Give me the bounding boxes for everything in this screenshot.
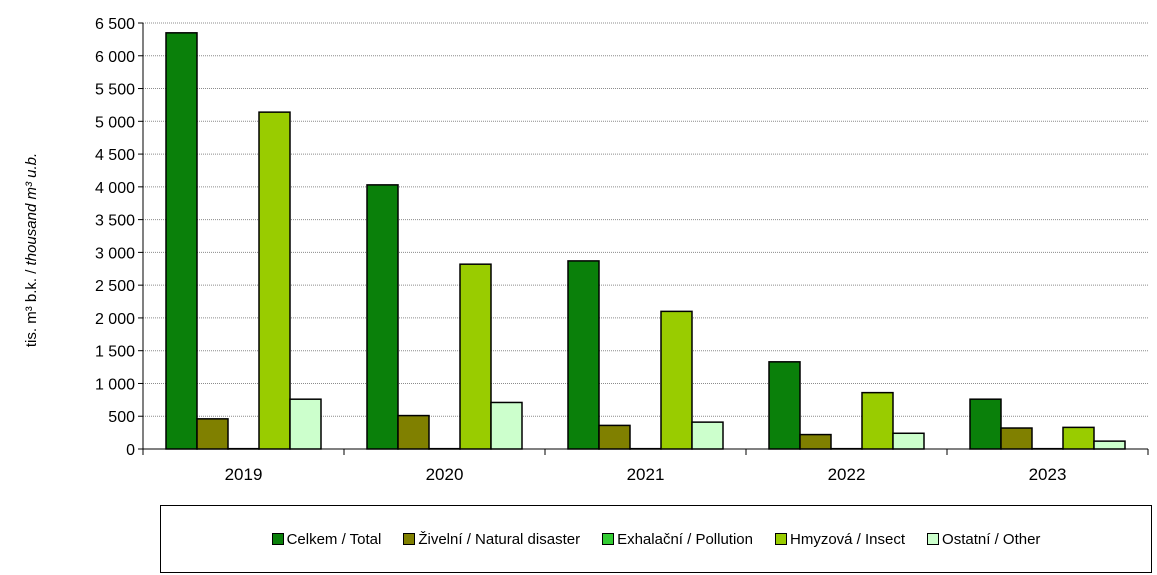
y-axis-label: tis. m³ b.k. / thousand m³ u.b. — [23, 153, 40, 347]
bar — [660, 310, 693, 450]
legend: Celkem / Total Živelní / Natural disaster… — [160, 505, 1152, 573]
legend-swatch — [602, 533, 615, 545]
x-tick-label: 2020 — [426, 465, 464, 484]
legend-label: Exhalační / Pollution — [617, 530, 753, 548]
bar — [598, 424, 631, 450]
bar — [459, 263, 492, 450]
x-tick-label: 2022 — [828, 465, 866, 484]
bar — [196, 418, 229, 450]
legend-swatch — [927, 533, 940, 545]
axes — [138, 22, 1149, 455]
bar — [969, 398, 1002, 450]
bar — [1093, 440, 1126, 450]
bar — [289, 398, 322, 450]
legend-item: Hmyzová / Insect — [775, 531, 905, 548]
bar — [490, 401, 523, 450]
legend-swatch — [271, 533, 284, 545]
bar — [1062, 426, 1095, 450]
legend-swatch — [775, 533, 787, 545]
legend-label: Ostatní / Other — [942, 530, 1041, 548]
legend-label: Celkem / Total — [286, 530, 382, 548]
legend-label: Hmyzová / Insect — [790, 530, 906, 548]
legend-item: Celkem / Total — [271, 530, 382, 548]
x-tick-label: 2021 — [627, 465, 665, 484]
bar — [258, 111, 291, 450]
bar — [397, 414, 430, 450]
bars — [165, 32, 1126, 450]
x-tick-labels: 2019 2020 2021 2022 2023 — [225, 465, 1067, 484]
bar — [861, 391, 894, 450]
y-tick-label: 3 500 — [95, 213, 135, 230]
y-tick-label: 3 000 — [95, 245, 135, 262]
x-tick-label: 2023 — [1029, 465, 1067, 484]
bar — [892, 432, 925, 450]
y-tick-label: 5 000 — [95, 114, 135, 131]
bar-chart: 0 500 1 000 1 500 2 000 2 500 3 000 3 500 4 000 4… — [23, 16, 1149, 484]
bar — [799, 433, 832, 450]
legend-swatch — [403, 533, 416, 545]
y-tick-label: 2 500 — [95, 278, 135, 295]
y-tick-label: 5 500 — [95, 82, 135, 99]
legend-item: Živelní / Natural disaster — [403, 531, 580, 548]
y-tick-label: 4 000 — [95, 180, 135, 197]
bar — [1000, 427, 1033, 450]
y-tick-labels: 0 500 1 000 1 500 2 000 2 500 3 000 3 500 4 000 4… — [95, 16, 135, 459]
y-tick-label: 6 500 — [95, 16, 135, 33]
bar — [768, 361, 801, 450]
bar — [165, 32, 198, 450]
y-tick-label: 2 000 — [95, 311, 135, 328]
bar — [691, 421, 724, 450]
legend-label: Živelní / Natural disaster — [418, 530, 581, 548]
bar — [567, 260, 600, 450]
y-tick-label: 4 500 — [95, 147, 135, 164]
y-tick-label: 500 — [108, 409, 135, 426]
y-tick-label: 0 — [126, 442, 135, 459]
y-tick-label: 6 000 — [95, 49, 135, 66]
bar — [366, 184, 399, 450]
legend-item: Exhalační / Pollution — [602, 531, 753, 548]
legend-item: Ostatní / Other — [927, 531, 1040, 548]
x-tick-label: 2019 — [225, 465, 263, 484]
y-tick-label: 1 500 — [95, 344, 135, 361]
grid-lines — [143, 22, 1148, 417]
y-tick-label: 1 000 — [95, 376, 135, 393]
